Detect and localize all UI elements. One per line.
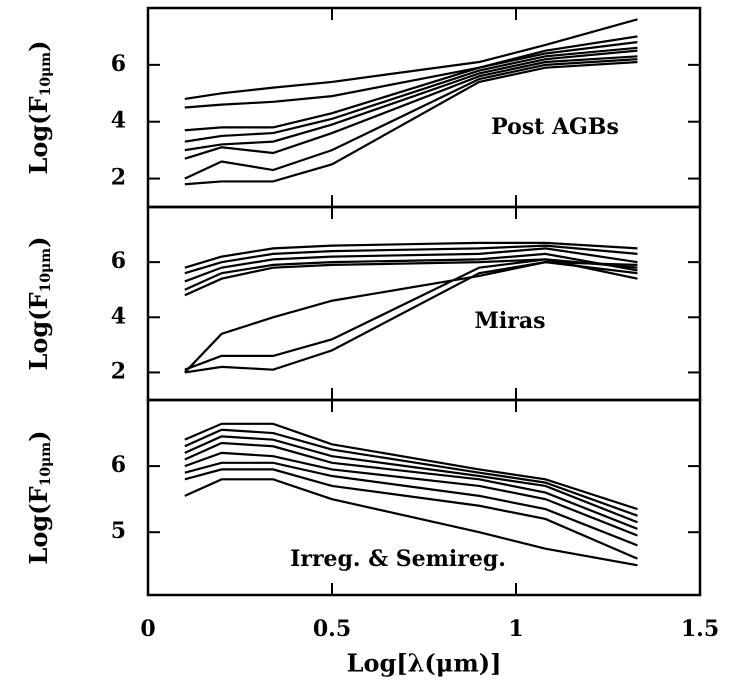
plot-frame xyxy=(146,205,702,402)
y-axis-label: Log(F10μm) xyxy=(24,431,55,565)
y-axis-label-end: ) xyxy=(24,237,53,248)
y-tick-label: 2 xyxy=(111,358,126,384)
y-axis-label-sub: 10μm xyxy=(38,52,54,97)
data-line xyxy=(184,435,638,524)
data-line xyxy=(184,422,638,511)
data-line xyxy=(184,441,638,530)
plot-frame xyxy=(146,398,702,597)
y-tick-label: 6 xyxy=(111,452,126,478)
data-line xyxy=(184,247,638,283)
y-axis-label-sub: 10μm xyxy=(38,248,54,293)
data-line xyxy=(184,451,638,537)
x-tick-label: 0 xyxy=(140,616,155,642)
data-line xyxy=(184,244,638,275)
y-tick-label: 6 xyxy=(111,51,126,77)
y-axis-label-main: Log(F xyxy=(24,96,53,174)
y-tick-label: 4 xyxy=(111,303,126,329)
x-tick-label: 1 xyxy=(508,616,523,642)
data-line xyxy=(184,49,638,152)
data-line xyxy=(184,261,638,374)
data-line xyxy=(184,35,638,109)
data-line xyxy=(184,478,638,567)
y-axis-label: Log(F10μm) xyxy=(24,237,55,371)
data-line xyxy=(184,468,638,560)
y-tick-label: 4 xyxy=(111,108,126,134)
data-line xyxy=(184,55,638,160)
annotation: Post AGBs xyxy=(491,114,619,140)
x-axis-label: Log[λ(μm)] xyxy=(347,649,502,678)
y-tick-label: 5 xyxy=(111,518,126,544)
y-tick-label: 6 xyxy=(111,248,126,274)
y-axis-label-end: ) xyxy=(24,431,53,442)
annotation: Miras xyxy=(475,308,546,334)
data-line xyxy=(184,258,638,371)
y-axis-label: Log(F10μm) xyxy=(24,41,55,175)
y-axis-label-sub: 10μm xyxy=(38,442,54,487)
y-tick-label: 2 xyxy=(111,165,126,191)
x-tick-label: 0.5 xyxy=(313,616,351,642)
data-line xyxy=(184,41,638,132)
data-line xyxy=(184,461,638,547)
y-axis-label-main: Log(F xyxy=(24,292,53,370)
data-line xyxy=(184,58,638,180)
y-axis-label-main: Log(F xyxy=(24,486,53,564)
data-line xyxy=(184,60,638,186)
data-line xyxy=(184,18,638,101)
x-tick-label: 1.5 xyxy=(681,616,719,642)
data-line xyxy=(184,252,638,291)
y-axis-label-end: ) xyxy=(24,41,53,52)
data-line xyxy=(184,46,638,143)
plot-frame xyxy=(146,6,702,209)
data-line xyxy=(184,428,638,517)
annotation: Irreg. & Semireg. xyxy=(290,546,506,572)
data-line xyxy=(184,241,638,269)
